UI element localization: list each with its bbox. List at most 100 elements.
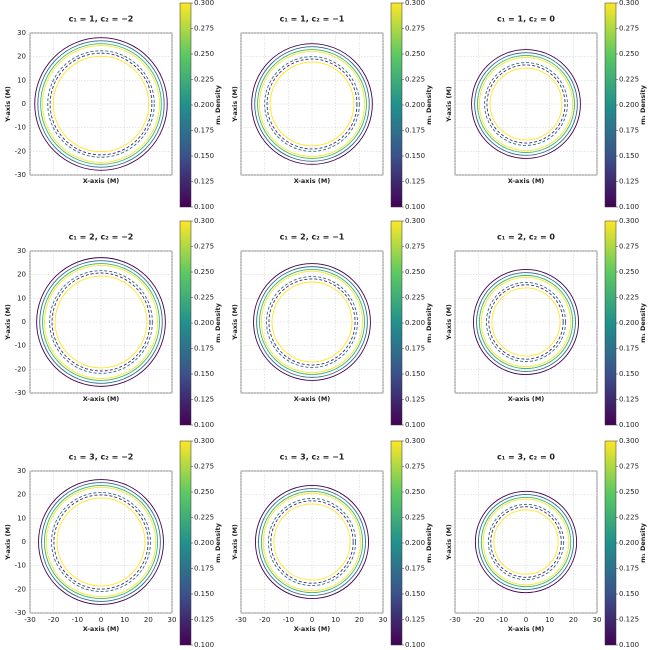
x-tick-label: -10 [283,616,294,624]
contour-circle [474,490,578,594]
colorbar [179,440,192,646]
chart-title: c₁ = 1, c₂ = −1 [280,15,345,24]
contour-circle [43,484,159,600]
colorbar [390,440,403,646]
colorbar-tick-label: 0.275 [619,25,639,33]
chart-title: c₁ = 1, c₂ = −2 [69,15,134,24]
colorbar-tick-label: 0.250 [619,488,639,496]
colorbar-tick-label: 0.175 [194,345,214,353]
colorbar-tick-label: 0.175 [619,127,639,135]
colorbar-tick-label: 0.175 [405,127,425,135]
colorbar-tick-label: 0.200 [405,539,425,547]
y-axis-label: Y-axis (M) [4,304,12,341]
x-tick-label: 0 [99,616,103,624]
chart-title: c₁ = 1, c₂ = 0 [497,15,555,24]
colorbar-tick-label: 0.150 [405,590,425,598]
y-tick-label: -20 [15,365,26,373]
x-tick-label: -30 [235,616,246,624]
y-tick-label: -20 [15,147,26,155]
colorbar-label: m₁ Density [214,302,222,343]
colorbar-tick-label: 0.300 [405,437,425,445]
x-tick-label: -30 [449,616,460,624]
contour-circle [260,490,364,594]
y-tick-label: -30 [15,171,26,179]
chart-title: c₁ = 2, c₂ = −2 [69,233,134,242]
colorbar-tick-label: 0.125 [194,178,214,186]
colorbar-label: m₁ Density [639,84,647,125]
colorbar-tick-label: 0.125 [405,396,425,404]
contour-circle [40,43,162,165]
colorbar-label: m₁ Density [425,522,433,563]
colorbar-tick-label: 0.300 [194,437,214,445]
contour-circle [476,272,576,372]
contour-circle [51,492,151,592]
colorbar-label: m₁ Density [214,84,222,125]
colorbar-tick-label: 0.150 [405,152,425,160]
contour-circle [38,479,164,605]
colorbar-tick-label: 0.250 [405,488,425,496]
y-tick-label: 10 [17,76,26,84]
colorbar-tick-label: 0.175 [405,565,425,573]
colorbar-tick-label: 0.200 [405,101,425,109]
colorbar-tick-label: 0.225 [619,76,639,84]
colorbar-label: m₁ Density [639,522,647,563]
chart-title: c₁ = 3, c₂ = −1 [280,453,345,462]
y-tick-label: 10 [17,294,26,302]
contour-circle [257,49,367,159]
x-axis-label: X-axis (M) [83,625,120,633]
contour-circle [49,52,153,156]
contour-circle [42,263,160,381]
colorbar-label: m₁ Density [214,522,222,563]
contour-circle [477,493,575,591]
colorbar-tick-label: 0.150 [619,590,639,598]
colorbar-tick-label: 0.300 [405,217,425,225]
colorbar-tick-label: 0.150 [194,370,214,378]
colorbar [604,440,617,646]
y-axis-label: Y-axis (M) [231,524,239,561]
x-tick-label: 20 [569,616,578,624]
y-axis-label: Y-axis (M) [445,304,453,341]
colorbar-tick-label: 0.175 [619,345,639,353]
colorbar-tick-label: 0.200 [619,101,639,109]
x-tick-label: -10 [497,616,508,624]
y-tick-label: -30 [15,389,26,397]
colorbar-tick-label: 0.125 [194,616,214,624]
colorbar-tick-label: 0.100 [405,641,425,649]
colorbar-tick-label: 0.200 [194,319,214,327]
contour-circle [37,40,165,168]
y-tick-label: -10 [15,562,26,570]
colorbar-tick-label: 0.175 [194,565,214,573]
colorbar-tick-label: 0.250 [619,50,639,58]
x-tick-label: -10 [72,616,83,624]
contour-circle [259,51,365,157]
x-tick-label: 10 [331,616,340,624]
contour-circle [484,62,568,146]
y-axis-label: Y-axis (M) [4,86,12,123]
contour-circle [271,281,353,363]
contour-circle [254,484,370,600]
colorbar-tick-label: 0.175 [619,565,639,573]
colorbar-tick-label: 0.275 [194,25,214,33]
contour-circle [268,498,356,586]
x-axis-label: X-axis (M) [294,395,331,403]
contour-circle [253,263,371,381]
colorbar-tick-label: 0.300 [194,0,214,7]
x-axis-label: X-axis (M) [508,625,545,633]
contour-circle [43,264,159,380]
colorbar [179,220,192,426]
contour-circle [270,500,354,584]
colorbar-tick-label: 0.125 [619,178,639,186]
y-tick-label: 10 [17,514,26,522]
colorbar-label: m₁ Density [425,302,433,343]
contour-circle [480,276,572,368]
chart-title: c₁ = 3, c₂ = −2 [69,453,134,462]
y-tick-label: -20 [15,585,26,593]
y-tick-label: -30 [15,609,26,617]
colorbar-tick-label: 0.225 [194,76,214,84]
contour-circle [489,67,563,141]
contour-circle [34,37,168,171]
y-axis-label: Y-axis (M) [445,524,453,561]
x-axis-label: X-axis (M) [294,625,331,633]
colorbar-tick-label: 0.125 [405,616,425,624]
